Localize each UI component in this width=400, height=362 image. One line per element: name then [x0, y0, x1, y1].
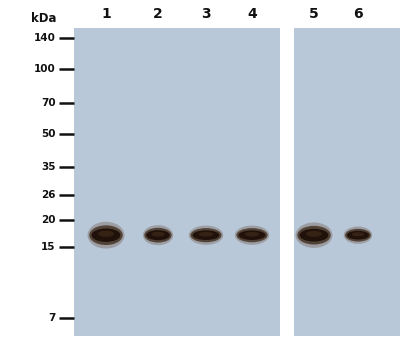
Ellipse shape	[190, 228, 222, 242]
Bar	[74, 28, 280, 336]
Text: 50: 50	[41, 129, 56, 139]
Ellipse shape	[245, 232, 259, 236]
Ellipse shape	[144, 228, 172, 243]
Text: 7: 7	[48, 313, 56, 323]
Bar	[294, 28, 400, 336]
Text: 6: 6	[353, 8, 363, 21]
Text: kDa: kDa	[31, 12, 57, 25]
Ellipse shape	[236, 228, 268, 242]
Text: 140: 140	[34, 33, 56, 43]
Ellipse shape	[88, 222, 124, 249]
Ellipse shape	[143, 225, 173, 245]
Ellipse shape	[146, 230, 170, 240]
Ellipse shape	[89, 226, 123, 245]
Ellipse shape	[345, 229, 371, 241]
Ellipse shape	[238, 230, 266, 240]
Ellipse shape	[192, 230, 220, 240]
Text: 100: 100	[34, 64, 56, 74]
Text: 15: 15	[41, 242, 56, 252]
Ellipse shape	[347, 231, 369, 240]
Text: 26: 26	[41, 190, 56, 200]
Text: 5: 5	[309, 8, 319, 21]
Ellipse shape	[344, 227, 372, 244]
Text: 4: 4	[247, 8, 257, 21]
Ellipse shape	[92, 228, 120, 242]
Text: 3: 3	[201, 8, 211, 21]
Ellipse shape	[297, 226, 331, 244]
Text: 2: 2	[153, 8, 163, 21]
Ellipse shape	[199, 232, 213, 236]
Text: 20: 20	[41, 215, 56, 225]
Text: 70: 70	[41, 97, 56, 108]
Ellipse shape	[235, 226, 269, 245]
Ellipse shape	[352, 232, 364, 236]
Ellipse shape	[98, 231, 114, 237]
Ellipse shape	[152, 232, 164, 236]
Text: 1: 1	[101, 8, 111, 21]
Ellipse shape	[189, 226, 223, 245]
Ellipse shape	[296, 223, 332, 248]
Text: 35: 35	[41, 163, 56, 173]
Ellipse shape	[306, 231, 322, 237]
Ellipse shape	[300, 229, 328, 241]
